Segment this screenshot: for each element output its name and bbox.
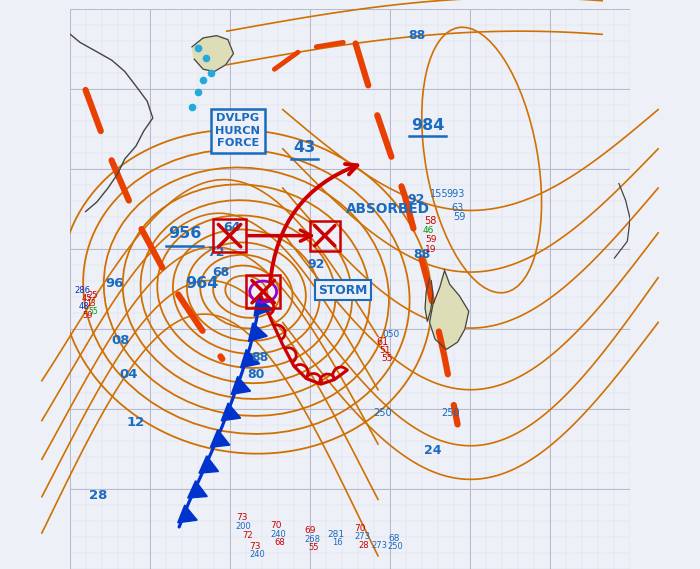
Text: 68: 68 — [388, 534, 400, 543]
Text: 73: 73 — [249, 542, 260, 551]
Text: 25: 25 — [87, 291, 97, 300]
Text: 59: 59 — [83, 311, 93, 320]
Polygon shape — [248, 323, 267, 341]
Text: 250: 250 — [442, 408, 460, 418]
Text: 286: 286 — [74, 286, 90, 295]
Text: 73: 73 — [237, 513, 248, 522]
Text: 28: 28 — [358, 541, 370, 550]
Text: 96: 96 — [106, 277, 124, 290]
Polygon shape — [425, 279, 433, 321]
Text: 63: 63 — [452, 203, 463, 213]
Text: 250: 250 — [373, 408, 392, 418]
Text: 050: 050 — [383, 331, 400, 339]
Polygon shape — [188, 481, 207, 498]
Text: 88: 88 — [409, 29, 426, 42]
Text: 92: 92 — [308, 258, 325, 271]
Text: 72: 72 — [243, 531, 253, 540]
Text: 04: 04 — [120, 368, 138, 381]
Text: 61: 61 — [377, 337, 389, 347]
Text: 59: 59 — [426, 235, 437, 244]
Text: 72: 72 — [206, 246, 224, 259]
FancyArrowPatch shape — [270, 164, 357, 282]
Text: 70: 70 — [354, 524, 366, 533]
Text: 240: 240 — [250, 550, 265, 559]
Text: 956: 956 — [168, 226, 202, 241]
Text: 12: 12 — [127, 416, 145, 428]
Text: 48: 48 — [78, 302, 89, 311]
Polygon shape — [254, 297, 272, 316]
Text: 13: 13 — [86, 299, 96, 308]
Text: 273: 273 — [354, 532, 370, 541]
Text: 88: 88 — [413, 248, 430, 261]
Text: 55: 55 — [382, 354, 393, 364]
Text: ABSORBED: ABSORBED — [346, 203, 430, 216]
Text: 268: 268 — [304, 535, 320, 545]
Text: 69: 69 — [304, 526, 316, 535]
Text: 55: 55 — [88, 307, 98, 316]
Polygon shape — [430, 269, 469, 349]
Text: 155: 155 — [430, 189, 449, 199]
Polygon shape — [221, 403, 241, 421]
Text: 46: 46 — [423, 225, 434, 234]
Text: 64: 64 — [224, 221, 241, 234]
Text: 59: 59 — [454, 212, 466, 222]
Text: 55: 55 — [308, 543, 318, 552]
Text: 993: 993 — [446, 189, 465, 199]
Text: 08: 08 — [111, 334, 130, 347]
Polygon shape — [241, 349, 260, 368]
Bar — [213, 219, 246, 253]
Text: 19: 19 — [425, 245, 436, 254]
Text: 80: 80 — [247, 368, 265, 381]
Text: 51: 51 — [379, 346, 391, 355]
Polygon shape — [231, 377, 251, 394]
Text: 92: 92 — [407, 193, 425, 206]
Text: 24: 24 — [424, 444, 442, 457]
Text: 43: 43 — [293, 140, 315, 155]
Polygon shape — [178, 505, 197, 523]
Text: STORM: STORM — [318, 283, 368, 296]
Text: 70: 70 — [270, 521, 282, 530]
Bar — [309, 221, 340, 251]
Polygon shape — [211, 430, 230, 447]
Text: 28: 28 — [89, 489, 107, 501]
Text: 58: 58 — [424, 216, 437, 225]
Text: 964: 964 — [185, 276, 218, 291]
Text: 281: 281 — [328, 530, 344, 539]
Text: 45: 45 — [81, 295, 92, 303]
Text: 88: 88 — [252, 351, 269, 364]
Text: 16: 16 — [332, 538, 343, 547]
Bar — [246, 275, 280, 308]
Text: 200: 200 — [236, 522, 251, 531]
Text: DVLPG
HURCN
FORCE: DVLPG HURCN FORCE — [216, 113, 260, 149]
Polygon shape — [192, 36, 234, 72]
Text: 68: 68 — [213, 266, 230, 279]
Text: 273: 273 — [371, 541, 387, 550]
Text: 68: 68 — [274, 538, 286, 547]
Text: 240: 240 — [270, 530, 286, 539]
Text: 984: 984 — [411, 118, 444, 133]
Text: 250: 250 — [387, 542, 402, 551]
Polygon shape — [199, 456, 218, 473]
